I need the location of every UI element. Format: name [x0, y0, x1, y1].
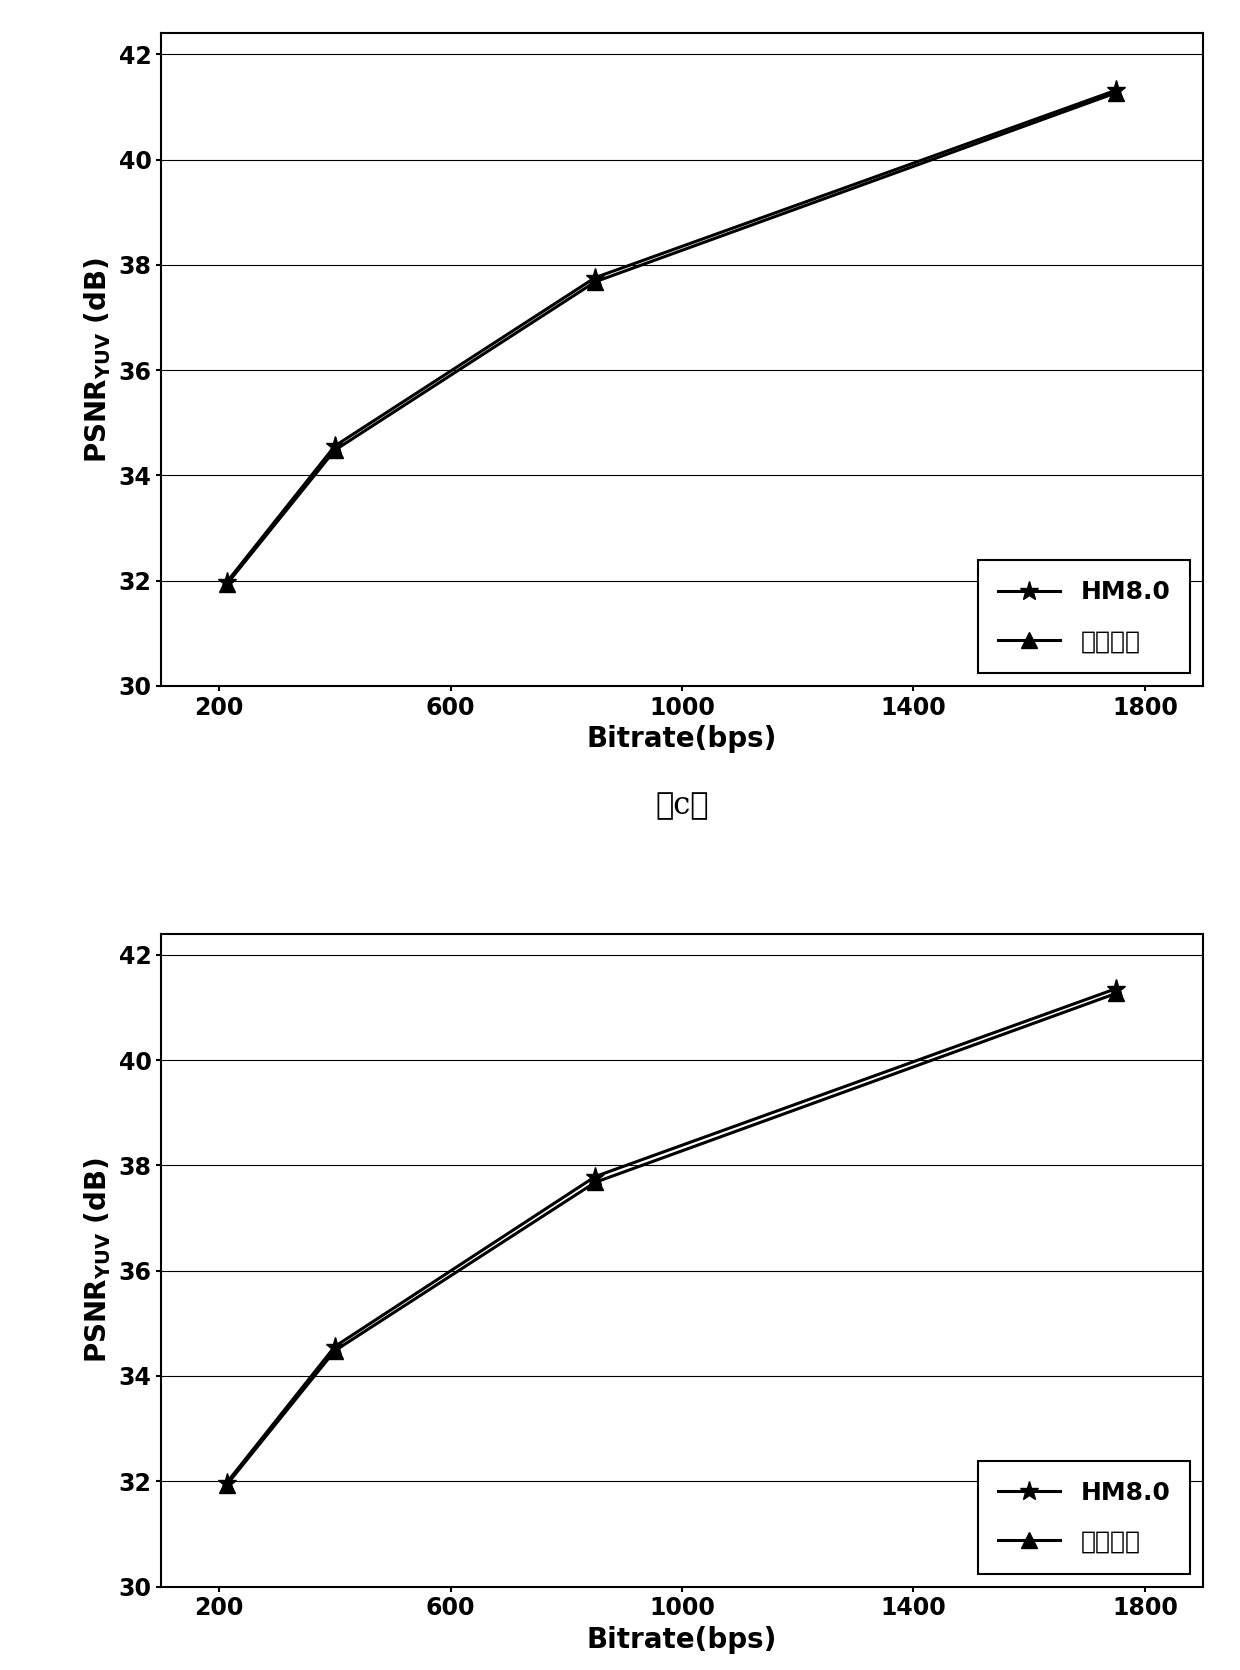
X-axis label: Bitrate(bps): Bitrate(bps): [587, 725, 777, 753]
Y-axis label: PSNR$_\mathbf{YUV}$ (dB): PSNR$_\mathbf{YUV}$ (dB): [82, 257, 113, 463]
HM8.0: [1109, 979, 1123, 999]
本节算法: [588, 272, 603, 292]
本节算法: [219, 574, 234, 595]
本节算法: [588, 1172, 603, 1192]
本节算法: [327, 441, 342, 461]
HM8.0: [327, 436, 342, 456]
Line: HM8.0: HM8.0: [217, 80, 1126, 591]
HM8.0: [327, 1336, 342, 1356]
Text: （c）: （c）: [655, 790, 709, 822]
本节算法: [1109, 984, 1123, 1004]
HM8.0: [588, 267, 603, 287]
Legend: HM8.0, 本节算法: HM8.0, 本节算法: [978, 1461, 1190, 1575]
Line: 本节算法: 本节算法: [219, 85, 1123, 593]
HM8.0: [219, 1473, 234, 1493]
HM8.0: [219, 573, 234, 593]
X-axis label: Bitrate(bps): Bitrate(bps): [587, 1627, 777, 1653]
HM8.0: [588, 1167, 603, 1187]
Legend: HM8.0, 本节算法: HM8.0, 本节算法: [978, 561, 1190, 673]
Y-axis label: PSNR$_\mathbf{YUV}$ (dB): PSNR$_\mathbf{YUV}$ (dB): [82, 1157, 113, 1363]
本节算法: [327, 1341, 342, 1361]
HM8.0: [1109, 80, 1123, 100]
本节算法: [1109, 84, 1123, 104]
Line: 本节算法: 本节算法: [219, 985, 1123, 1493]
Line: HM8.0: HM8.0: [217, 979, 1126, 1493]
本节算法: [219, 1475, 234, 1495]
